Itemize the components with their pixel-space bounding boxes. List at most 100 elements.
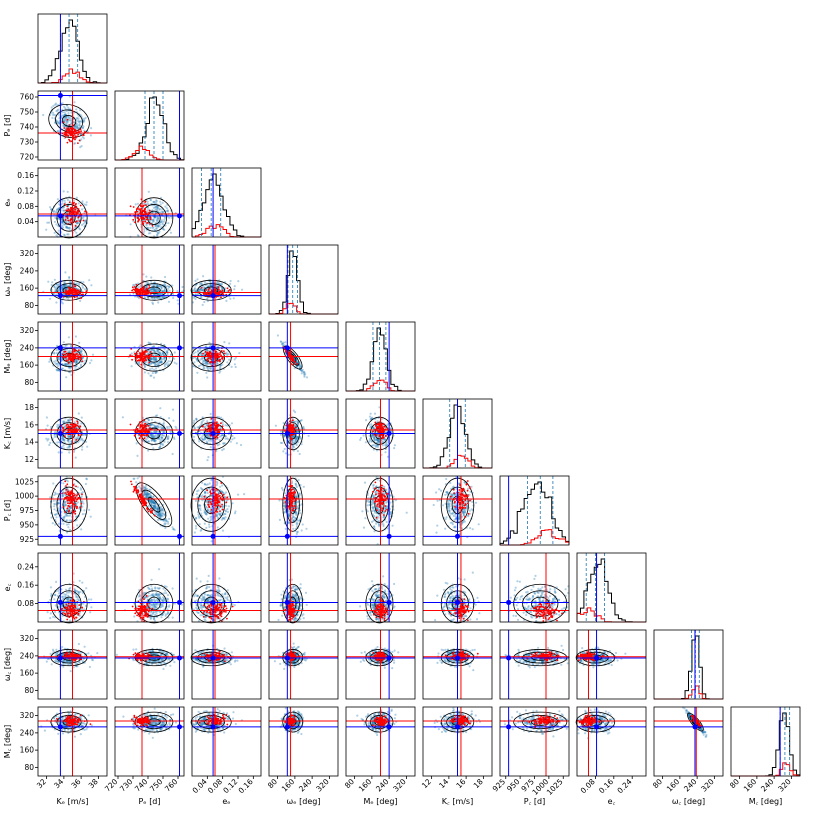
estimate-point [287, 354, 290, 357]
sample-point [305, 376, 309, 379]
estimate-point [129, 423, 132, 426]
estimate-point [208, 350, 211, 353]
sample-point [49, 208, 53, 211]
sample-point [65, 109, 68, 113]
sample-point [203, 300, 206, 304]
sample-point [172, 296, 175, 299]
estimate-point [206, 358, 209, 361]
sample-point [230, 365, 233, 368]
estimate-point [63, 127, 66, 129]
sample-point [284, 341, 287, 344]
sample-point [281, 441, 284, 445]
estimate-point [76, 420, 79, 423]
estimate-point [143, 426, 146, 429]
sample-point [80, 145, 83, 148]
sample-point [168, 289, 171, 292]
estimate-point [74, 135, 77, 137]
sample-point [81, 284, 84, 287]
sample-point [150, 435, 153, 438]
sample-point [161, 210, 164, 214]
sample-point [74, 456, 77, 459]
truth-marker [57, 293, 63, 299]
sample-point [90, 127, 93, 130]
sample-point [192, 352, 195, 355]
sample-point [151, 301, 154, 304]
estimate-point [85, 211, 88, 214]
sample-point [198, 440, 201, 443]
sample-point [74, 126, 77, 129]
estimate-point [67, 127, 70, 129]
sample-point [281, 343, 284, 346]
sample-point [56, 120, 59, 124]
sample-point [147, 372, 150, 375]
sample-point [61, 367, 64, 370]
sample-point [76, 116, 79, 119]
sample-point [233, 437, 236, 440]
sample-point [194, 351, 197, 354]
sample-point [54, 287, 57, 290]
sample-point [172, 419, 175, 422]
estimate-point [143, 437, 146, 440]
estimate-point [131, 289, 133, 292]
estimate-point [143, 423, 146, 425]
sample-point [175, 362, 178, 365]
sample-point [168, 216, 171, 219]
sample-point [193, 419, 196, 422]
estimate-point [217, 286, 220, 288]
sample-point [57, 229, 60, 232]
sample-point [163, 228, 166, 231]
sample-point [161, 358, 164, 361]
sample-point [134, 203, 137, 206]
sample-point [176, 290, 179, 293]
estimate-point [205, 289, 207, 291]
sample-point [159, 407, 162, 410]
sample-point [204, 362, 207, 365]
sample-point [147, 190, 150, 193]
sample-point [64, 271, 67, 274]
sample-point [66, 104, 69, 107]
sample-point [200, 352, 203, 355]
sample-point [80, 223, 84, 227]
sample-point [199, 289, 202, 292]
estimate-point [76, 424, 79, 427]
estimate-point [69, 133, 72, 136]
sample-point [298, 365, 302, 368]
estimate-point [216, 421, 218, 424]
sample-point [296, 450, 299, 453]
sample-point [227, 353, 230, 356]
estimate-point [143, 209, 146, 212]
y-tick-label: 0.04 [17, 217, 34, 226]
sample-point [302, 425, 305, 428]
sample-point [232, 297, 235, 300]
sample-point [166, 437, 169, 441]
sample-point [233, 358, 236, 361]
sample-point [68, 276, 71, 280]
sample-point [69, 117, 72, 120]
sample-point [55, 110, 58, 113]
sample-point [209, 439, 213, 442]
sample-point [121, 416, 124, 419]
sample-point [63, 117, 66, 120]
sample-point [66, 198, 69, 202]
estimate-point [64, 435, 66, 438]
sample-point [225, 299, 228, 302]
estimate-point [74, 285, 77, 288]
sample-point [73, 142, 76, 145]
posterior-histogram [191, 173, 261, 238]
sample-point [149, 226, 152, 229]
sample-point [61, 220, 64, 223]
sample-point [68, 451, 71, 454]
sample-point [78, 120, 81, 123]
estimate-point [220, 296, 222, 299]
estimate-point [218, 288, 220, 290]
estimate-point [215, 435, 218, 438]
sample-point [202, 367, 205, 370]
estimate-point [66, 118, 69, 121]
sample-point [81, 208, 84, 211]
sample-point [274, 424, 277, 427]
sample-point [176, 299, 179, 302]
sample-point [221, 363, 224, 366]
sample-point [219, 366, 222, 369]
sample-point [88, 279, 91, 282]
